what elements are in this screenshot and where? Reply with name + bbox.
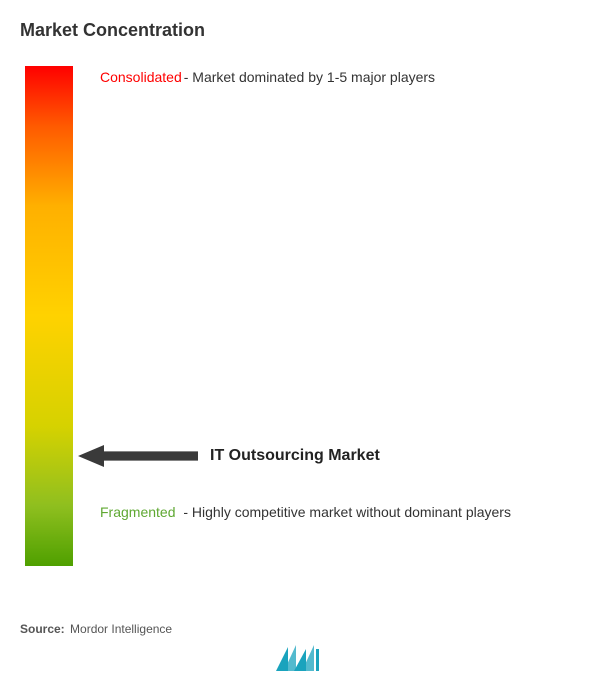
arrow-left-icon (78, 445, 198, 467)
market-marker: IT Outsourcing Market (78, 445, 380, 467)
consolidated-annotation: Consolidated - Market dominated by 1-5 m… (100, 69, 435, 85)
source-label: Source: (20, 622, 65, 636)
consolidated-keyword: Consolidated (100, 69, 182, 85)
fragmented-annotation: Fragmented - Highly competitive market w… (100, 501, 511, 525)
market-name-label: IT Outsourcing Market (210, 447, 380, 465)
source-attribution: Source: Mordor Intelligence (20, 622, 172, 636)
consolidated-description: - Market dominated by 1-5 major players (184, 69, 435, 85)
page-title: Market Concentration (20, 20, 574, 41)
fragmented-keyword: Fragmented (100, 504, 175, 520)
source-value: Mordor Intelligence (70, 622, 172, 636)
concentration-gradient-bar (25, 66, 73, 566)
fragmented-description: - Highly competitive market without domi… (183, 504, 511, 520)
chart-area: Consolidated - Market dominated by 1-5 m… (20, 66, 574, 596)
mordor-intelligence-logo (274, 643, 320, 678)
